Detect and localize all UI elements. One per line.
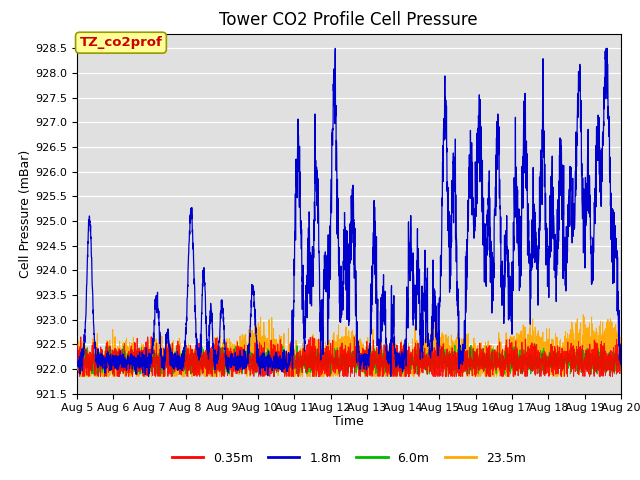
X-axis label: Time: Time (333, 415, 364, 428)
Legend: 0.35m, 1.8m, 6.0m, 23.5m: 0.35m, 1.8m, 6.0m, 23.5m (167, 447, 531, 469)
Text: TZ_co2prof: TZ_co2prof (79, 36, 163, 49)
Y-axis label: Cell Pressure (mBar): Cell Pressure (mBar) (19, 149, 32, 278)
Title: Tower CO2 Profile Cell Pressure: Tower CO2 Profile Cell Pressure (220, 11, 478, 29)
